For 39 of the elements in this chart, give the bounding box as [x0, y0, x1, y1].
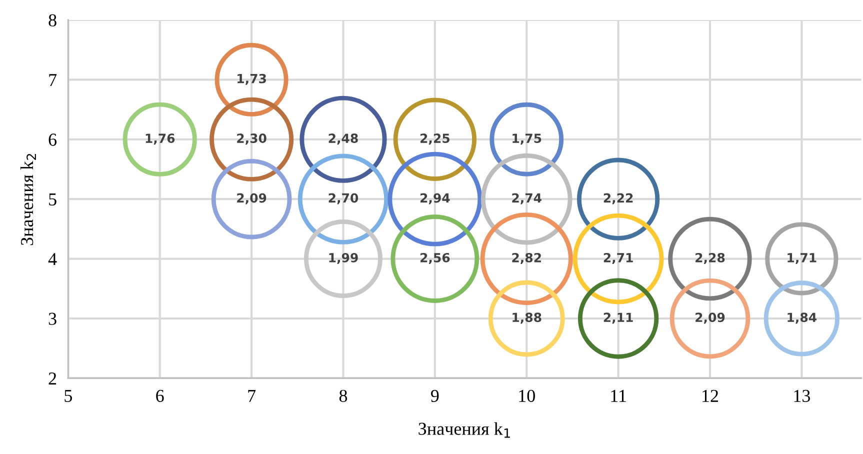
x-tick-label: 11 [611, 390, 626, 402]
data-label: 2,11 [604, 312, 633, 324]
data-label: 2,09 [696, 312, 725, 324]
x-tick-label: 10 [519, 390, 535, 402]
data-label: 2,71 [604, 252, 633, 264]
y-tick-label: 4 [48, 253, 57, 266]
data-label: 2,82 [512, 252, 541, 264]
data-label: 2,48 [328, 134, 358, 145]
data-label: 2,56 [420, 252, 450, 264]
x-tick-label: 9 [430, 390, 439, 402]
data-label: 2,30 [237, 134, 266, 145]
y-tick-label: 8 [48, 14, 56, 26]
data-label: 2,74 [512, 193, 542, 204]
y-tick-label: 3 [48, 312, 56, 325]
y-tick-label: 7 [49, 74, 57, 86]
x-tick-label: 13 [794, 390, 810, 402]
y-tick-label: 6 [48, 134, 57, 146]
y-tick-label: 5 [49, 194, 56, 206]
y-tick-label: 2 [48, 372, 56, 384]
data-label: 1,99 [329, 252, 358, 264]
data-label: 2,22 [604, 193, 633, 204]
x-tick-label: 7 [248, 390, 256, 402]
data-label: 1,88 [512, 312, 542, 324]
data-label: 2,25 [420, 134, 450, 145]
y-axis-title: Значения k$_{2}$ [20, 154, 36, 246]
data-label: 2,28 [696, 252, 725, 264]
x-tick-label: 8 [339, 390, 348, 402]
data-label: 2,09 [237, 193, 266, 204]
data-label: 1,73 [238, 74, 266, 85]
data-label: 1,71 [788, 253, 816, 264]
data-label: 1,76 [146, 134, 175, 145]
x-axis-title: Значения k$_{1}$ [418, 422, 510, 438]
data-label: 2,94 [420, 193, 450, 204]
x-tick-label: 5 [64, 390, 72, 402]
data-label: 2,70 [328, 193, 358, 204]
data-label: 1,84 [788, 312, 817, 324]
data-label: 1,75 [512, 134, 542, 145]
x-tick-label: 12 [702, 390, 718, 402]
x-tick-label: 6 [156, 390, 164, 402]
